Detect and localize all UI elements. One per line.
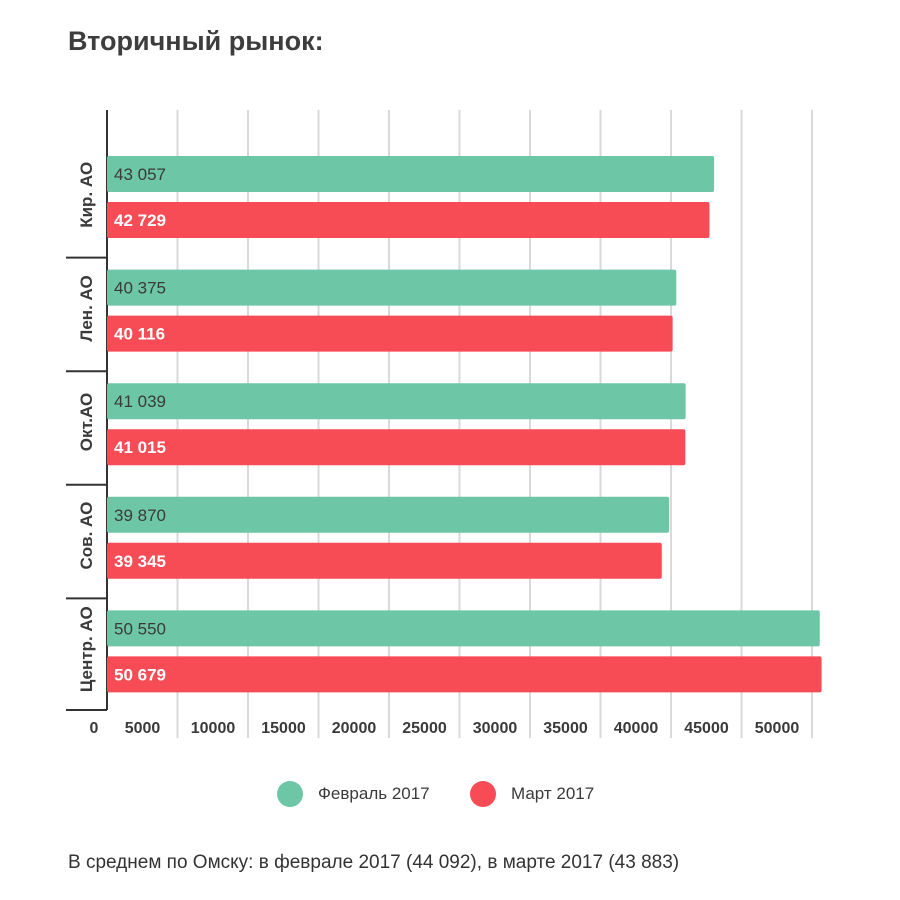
bar-value-label: 39 345 — [114, 552, 166, 571]
x-tick-label: 15000 — [261, 720, 306, 737]
x-tick-label: 40000 — [614, 720, 659, 737]
x-tick-label: 20000 — [332, 720, 377, 737]
bar-value-label: 50 679 — [114, 665, 166, 684]
bar — [107, 156, 715, 192]
bar-chart: Кир. АО Лен. АО Окт.АО Сов. АО Центр. АО 43 0… — [66, 110, 822, 738]
bar — [107, 383, 686, 420]
bar-value-label: 43 057 — [114, 165, 166, 184]
bar-value-label: 50 550 — [114, 619, 166, 638]
bar — [107, 496, 670, 533]
legend-item-february: Февраль 2017 — [277, 778, 430, 810]
x-tick-label: 10000 — [191, 720, 236, 737]
category-label: Сов. АО — [77, 502, 96, 570]
bar-value-label: 41 039 — [114, 392, 166, 411]
category-label: Лен. АО — [77, 275, 96, 341]
bar-value-label: 40 375 — [114, 279, 166, 298]
x-tick-label: 0 — [90, 720, 99, 737]
category-label: Кир. АО — [77, 162, 96, 228]
x-tick-label: 35000 — [543, 720, 588, 737]
bar-value-label: 40 116 — [114, 325, 165, 344]
category-label: Окт.АО — [77, 393, 96, 452]
legend-item-march: Март 2017 — [470, 778, 594, 810]
bar-value-label: 39 870 — [114, 506, 166, 525]
bar — [107, 269, 677, 306]
bar — [107, 656, 822, 693]
legend-swatch-march — [470, 781, 496, 807]
category-label: Центр. АО — [77, 606, 96, 692]
x-tick-label: 50000 — [755, 720, 800, 737]
average-footnote: В среднем по Омску: в феврале 2017 (44 0… — [68, 852, 680, 873]
chart-legend: Февраль 2017 Март 2017 — [0, 778, 900, 810]
x-tick-label: 25000 — [402, 720, 447, 737]
legend-label-march: Март 2017 — [511, 784, 595, 803]
bar — [107, 202, 710, 238]
bar — [107, 429, 686, 466]
bar-value-label: 42 729 — [114, 211, 166, 230]
bar — [107, 610, 820, 647]
bar-value-label: 41 015 — [114, 438, 166, 457]
legend-label-february: Февраль 2017 — [318, 784, 430, 803]
x-tick-label: 5000 — [125, 720, 161, 737]
bar — [107, 542, 662, 579]
bar — [107, 315, 673, 352]
chart-title: Вторичный рынок: — [68, 26, 324, 56]
x-tick-label: 30000 — [473, 720, 518, 737]
legend-swatch-february — [277, 781, 303, 807]
x-tick-label: 45000 — [684, 720, 729, 737]
